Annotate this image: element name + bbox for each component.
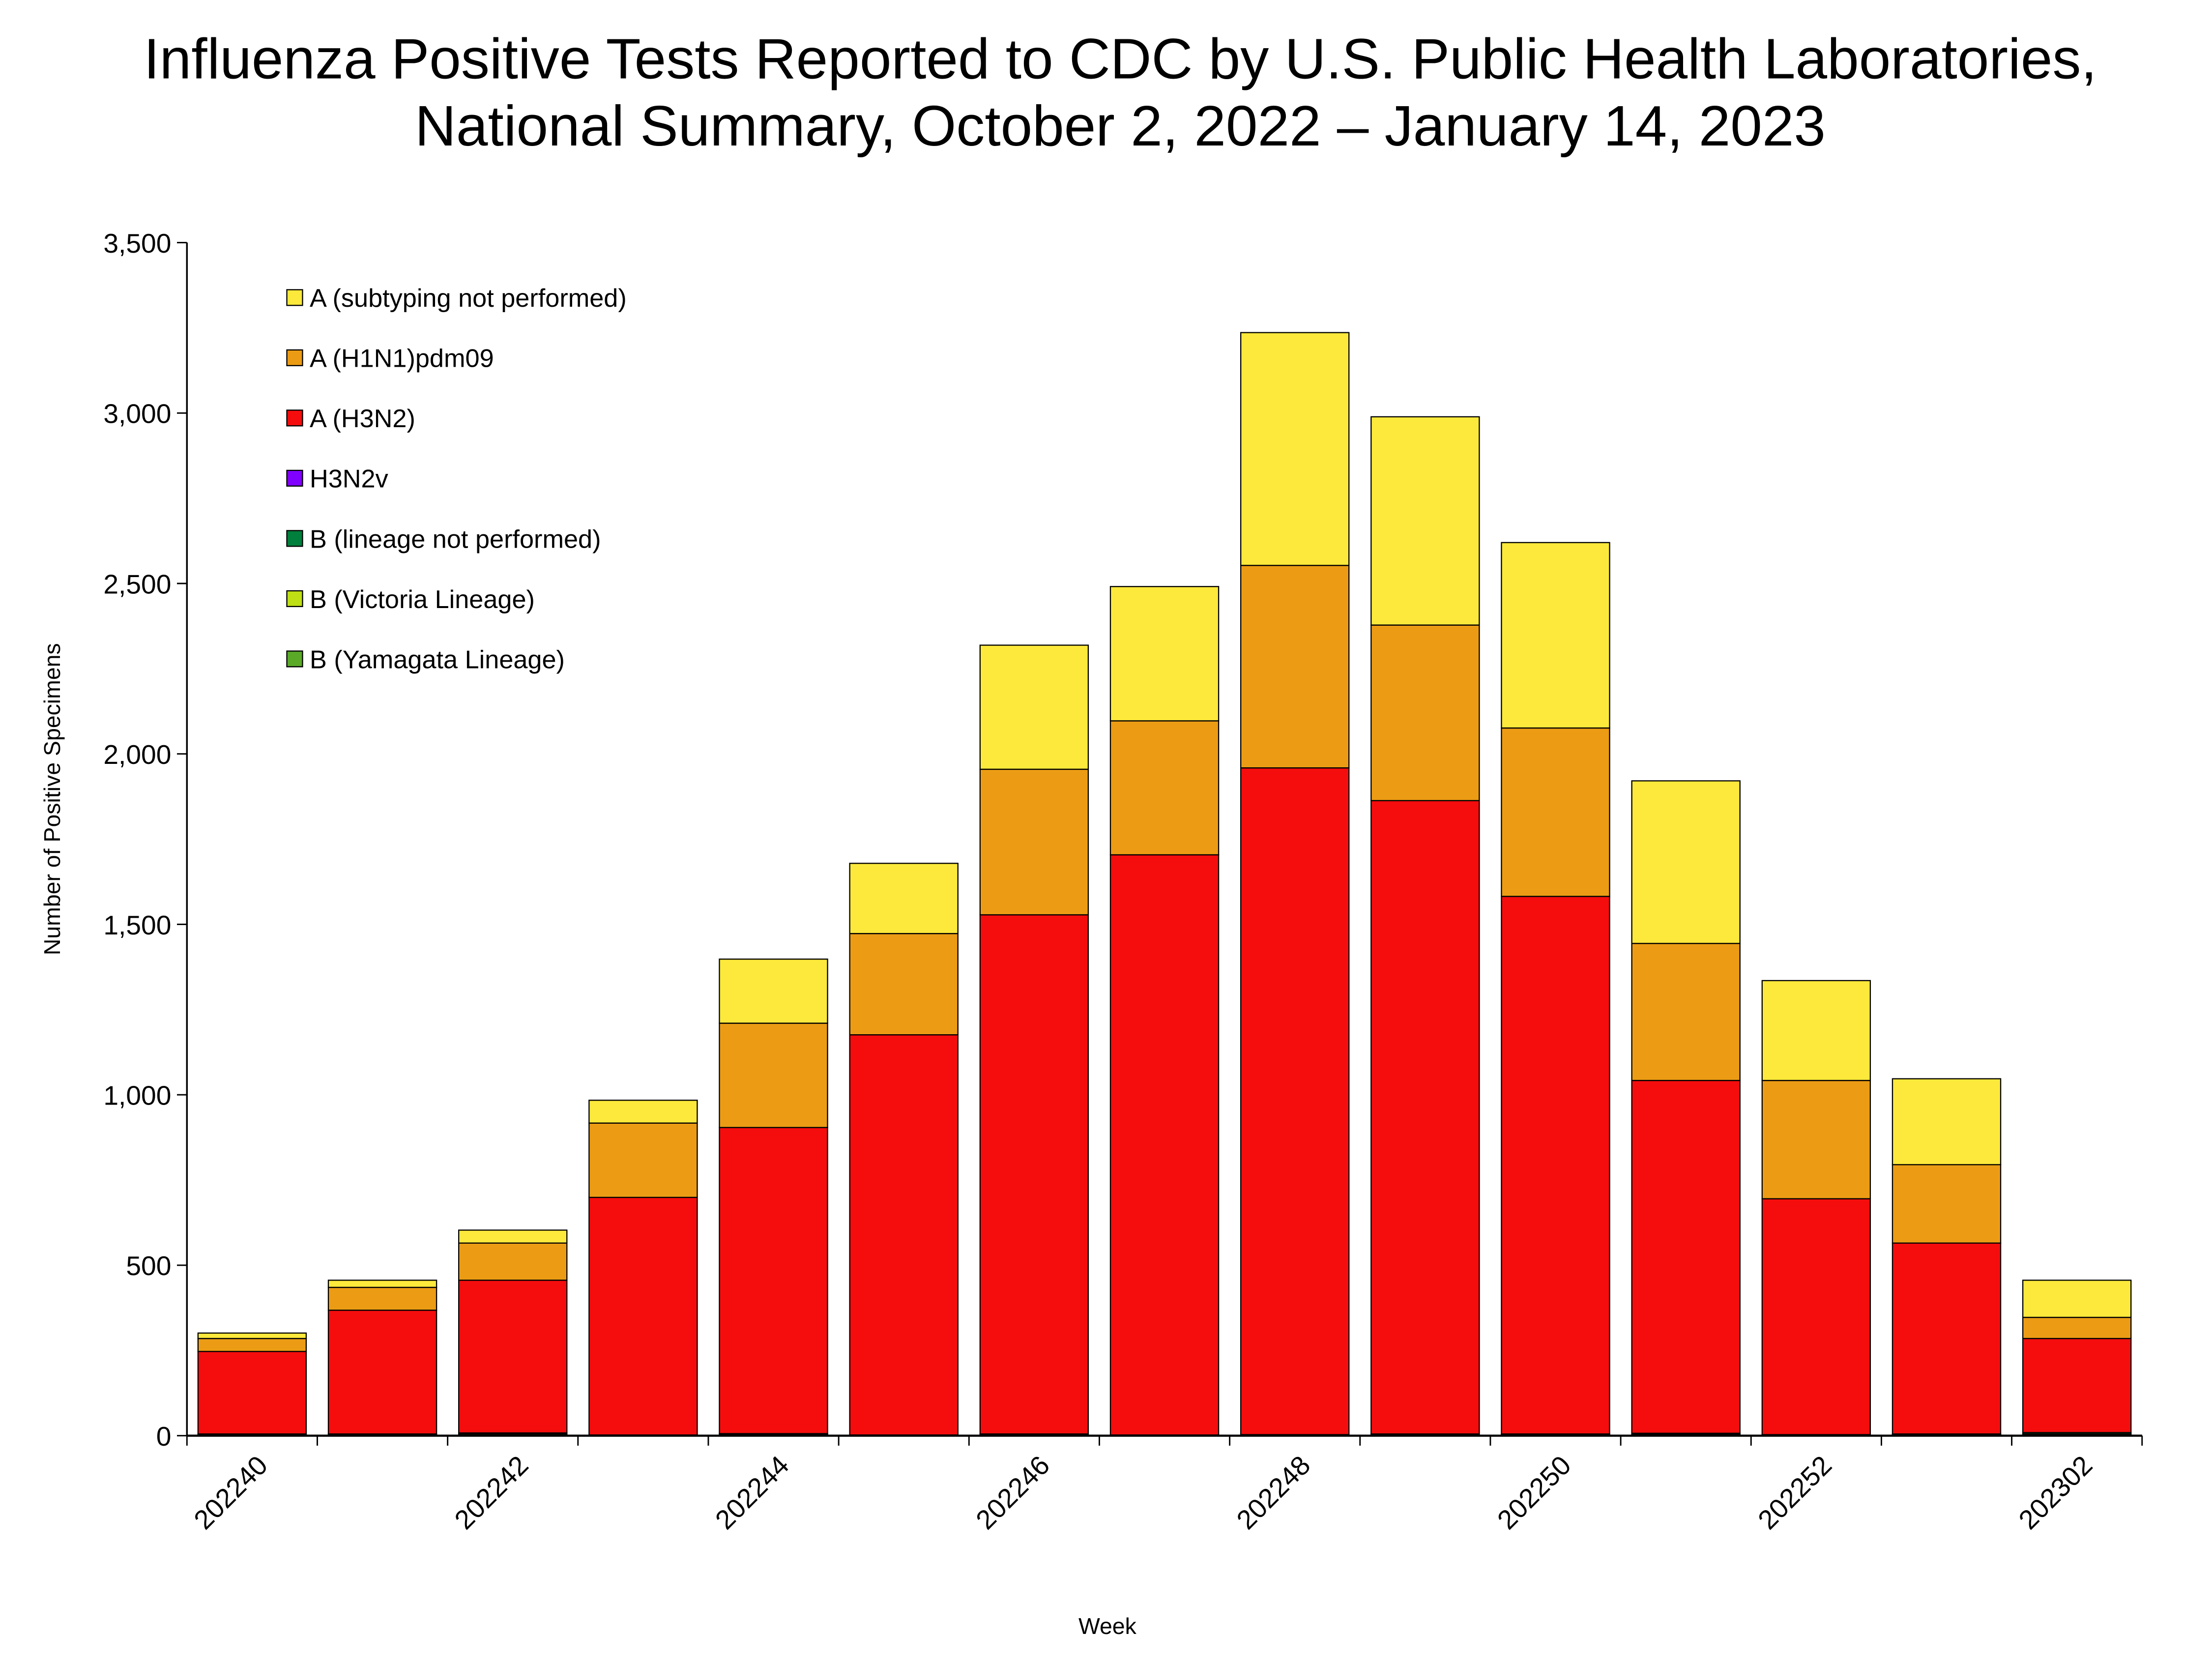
bar-202251-a-h1n1-pdm09 bbox=[1631, 943, 1741, 1081]
bar-202249-a-h3n2- bbox=[1370, 800, 1480, 1435]
bar-202252-a-subtyping-not-performed- bbox=[1761, 980, 1871, 1081]
y-tick-label: 3,500 bbox=[103, 228, 171, 259]
bar-202240-a-subtyping-not-performed- bbox=[197, 1332, 307, 1339]
bar-202243-a-subtyping-not-performed- bbox=[588, 1100, 698, 1124]
x-axis-label: Week bbox=[1078, 1613, 1137, 1639]
bar-202250-a-subtyping-not-performed- bbox=[1501, 542, 1610, 729]
legend-swatch bbox=[286, 349, 303, 366]
legend-label: A (subtyping not performed) bbox=[310, 284, 627, 313]
x-tick-label-202252: 202252 bbox=[1752, 1450, 1837, 1535]
bar-202248-a-h3n2- bbox=[1240, 767, 1350, 1435]
legend-item: B (lineage not performed) bbox=[286, 525, 601, 553]
bar-202250-a-h3n2- bbox=[1501, 896, 1610, 1435]
chart-subtitle: National Summary, October 2, 2022 – Janu… bbox=[415, 94, 1826, 158]
legend-item: A (H3N2) bbox=[286, 405, 415, 433]
legend-item: A (H1N1)pdm09 bbox=[286, 345, 494, 373]
y-tick-label: 500 bbox=[126, 1251, 171, 1281]
y-tick-label: 1,000 bbox=[103, 1080, 171, 1111]
bar-202252-a-h3n2- bbox=[1761, 1198, 1871, 1435]
y-tick-label: 0 bbox=[156, 1421, 172, 1452]
legend: A (subtyping not performed) A (H1N1)pdm09… bbox=[286, 284, 627, 674]
bar-202245-a-subtyping-not-performed- bbox=[849, 863, 959, 934]
legend-item: B (Yamagata Lineage) bbox=[286, 645, 565, 674]
x-tick-label-202250: 202250 bbox=[1491, 1450, 1577, 1535]
bar-202302-a-subtyping-not-performed- bbox=[2022, 1280, 2132, 1318]
bar-202250-a-h1n1-pdm09 bbox=[1501, 727, 1610, 897]
x-tick-label-202240: 202240 bbox=[188, 1450, 273, 1535]
bar-202248-a-h1n1-pdm09 bbox=[1240, 565, 1350, 769]
bar-202251-a-h3n2- bbox=[1631, 1079, 1741, 1434]
x-tick-label-202242: 202242 bbox=[449, 1450, 534, 1535]
bar-202252-a-h1n1-pdm09 bbox=[1761, 1079, 1871, 1199]
bar-202246-a-subtyping-not-performed- bbox=[979, 644, 1089, 770]
bar-202242-a-h3n2- bbox=[458, 1280, 568, 1434]
legend-label: B (lineage not performed) bbox=[310, 525, 601, 553]
bar-202247-a-h1n1-pdm09 bbox=[1109, 720, 1220, 856]
bar-202247-a-h3n2- bbox=[1109, 854, 1220, 1436]
bar-202245-a-h1n1-pdm09 bbox=[849, 933, 959, 1036]
bar-202248-a-subtyping-not-performed- bbox=[1240, 332, 1350, 566]
bar-202301-a-h3n2- bbox=[1892, 1242, 2002, 1435]
bar-202240-a-h3n2- bbox=[197, 1351, 307, 1435]
x-tick-label-202248: 202248 bbox=[1231, 1450, 1316, 1535]
bar-202302-a-h3n2- bbox=[2022, 1338, 2132, 1433]
legend-swatch bbox=[286, 590, 303, 608]
legend-swatch bbox=[286, 469, 303, 487]
x-tick-label-202302: 202302 bbox=[2012, 1450, 2098, 1535]
bar-202243-a-h1n1-pdm09 bbox=[588, 1122, 698, 1198]
bar-202241-a-subtyping-not-performed- bbox=[327, 1280, 437, 1288]
legend-swatch bbox=[286, 289, 303, 306]
y-axis-label: Number of Positive Specimens bbox=[39, 643, 65, 955]
legend-label: A (H1N1)pdm09 bbox=[310, 345, 494, 373]
legend-label: H3N2v bbox=[310, 465, 388, 494]
bar-202301-a-subtyping-not-performed- bbox=[1892, 1078, 2002, 1165]
bar-202251-a-subtyping-not-performed- bbox=[1631, 780, 1741, 944]
y-tick-label: 2,500 bbox=[103, 569, 171, 599]
bar-202302-a-h1n1-pdm09 bbox=[2022, 1316, 2132, 1339]
bar-202242-a-subtyping-not-performed- bbox=[458, 1229, 568, 1244]
legend-swatch bbox=[286, 530, 303, 547]
bar-202246-a-h1n1-pdm09 bbox=[979, 768, 1089, 916]
y-tick-label: 1,500 bbox=[103, 910, 171, 940]
bar-202244-a-h1n1-pdm09 bbox=[719, 1022, 828, 1128]
legend-label: B (Yamagata Lineage) bbox=[310, 645, 565, 674]
bar-202249-a-subtyping-not-performed- bbox=[1370, 416, 1480, 626]
legend-item: A (subtyping not performed) bbox=[286, 284, 627, 313]
x-tick-label-202244: 202244 bbox=[709, 1450, 795, 1535]
chart-title: Influenza Positive Tests Reported to CDC… bbox=[144, 27, 2096, 91]
bar-202241-a-h1n1-pdm09 bbox=[327, 1286, 437, 1311]
legend-item: H3N2v bbox=[286, 465, 388, 494]
bar-202244-a-subtyping-not-performed- bbox=[719, 959, 828, 1024]
bar-202249-a-h1n1-pdm09 bbox=[1370, 624, 1480, 801]
bar-202246-a-h3n2- bbox=[979, 914, 1089, 1435]
bar-202247-a-subtyping-not-performed- bbox=[1109, 586, 1220, 722]
bar-202244-a-h3n2- bbox=[719, 1127, 828, 1434]
bars-layer bbox=[197, 332, 2132, 1436]
bar-202245-a-h3n2- bbox=[849, 1034, 959, 1436]
legend-label: B (Victoria Lineage) bbox=[310, 585, 535, 614]
y-tick-label: 3,000 bbox=[103, 399, 171, 429]
bar-202242-a-h1n1-pdm09 bbox=[458, 1242, 568, 1281]
bar-202241-a-h3n2- bbox=[327, 1310, 437, 1435]
legend-label: A (H3N2) bbox=[310, 405, 415, 433]
y-tick-label: 2,000 bbox=[103, 739, 171, 770]
legend-swatch bbox=[286, 650, 303, 668]
bar-202240-a-h1n1-pdm09 bbox=[197, 1338, 307, 1352]
x-tick-label-202246: 202246 bbox=[970, 1450, 1055, 1535]
bar-202243-a-h3n2- bbox=[588, 1196, 698, 1436]
bar-202301-a-h1n1-pdm09 bbox=[1892, 1164, 2002, 1244]
legend-item: B (Victoria Lineage) bbox=[286, 585, 535, 614]
legend-swatch bbox=[286, 409, 303, 427]
